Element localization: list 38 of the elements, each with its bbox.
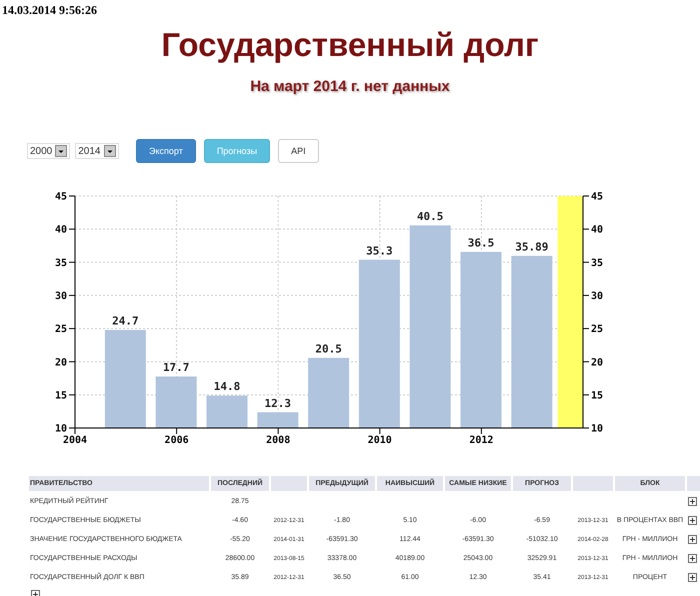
y-tick-label: 35 [54,258,67,269]
x-tick-label: 2010 [368,435,392,446]
y-tick-label: 40 [54,224,67,236]
data-label: 14.8 [214,380,240,394]
x-tick-label: 2008 [266,435,290,446]
y2-tick-label: 25 [591,324,604,336]
chart-subtitle: На март 2014 г. нет данных [249,78,451,95]
y2-tick-label: 30 [591,290,604,302]
data-label: 17.7 [162,360,190,374]
y-tick-label: 45 [54,192,67,203]
y2-tick-label: 35 [591,258,604,269]
y-tick-label: 20 [54,357,67,368]
chart-title: Государственный долг [160,26,540,64]
data-label: 12.3 [264,396,292,410]
text: Экспорт [136,139,196,163]
y-tick-label: 15 [54,390,67,402]
data-label: 40.5 [416,210,444,223]
text: 2014 [78,146,100,156]
y-tick-label: 25 [54,324,67,336]
y-tick-label: 10 [54,424,67,435]
x-tick-label: 2006 [164,435,189,446]
text: 14.03.2014 9:56:26 [2,3,97,18]
x-tick-label: 2004 [62,435,88,446]
y2-tick-label: 10 [591,424,604,435]
y2-tick-label: 45 [591,192,604,203]
text: API [278,139,319,163]
y2-tick-label: 20 [591,357,604,368]
data-label: 36.5 [468,236,494,250]
data-label: 24.7 [112,314,139,328]
data-label: 20.5 [315,342,342,356]
y2-tick-label: 40 [591,224,604,236]
text: 2000 [30,146,52,156]
data-label: 35.3 [366,244,393,258]
data-label: 35.89 [515,240,548,254]
y2-tick-label: 15 [591,390,604,402]
text: Прогнозы [204,139,270,163]
x-tick-label: 2012 [469,435,494,446]
y-tick-label: 30 [54,290,67,302]
